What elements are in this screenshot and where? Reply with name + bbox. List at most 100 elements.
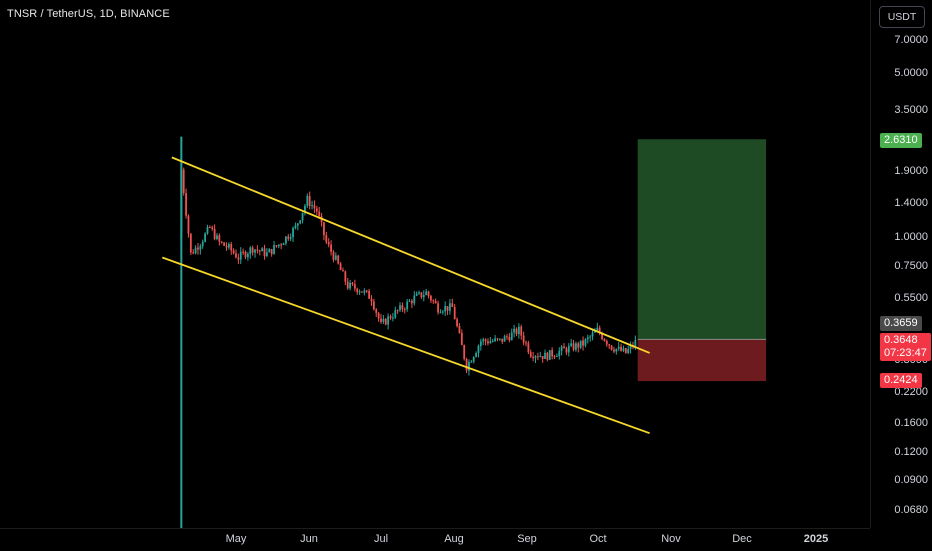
candle-body xyxy=(311,205,313,207)
candle-body xyxy=(299,220,302,224)
candle-body xyxy=(332,251,335,260)
candle-body xyxy=(406,301,409,310)
price-axis[interactable]: USDT 7.0000 5.0000 3.5000 1.9000 1.4000 … xyxy=(870,0,932,528)
candle-body xyxy=(603,339,606,341)
candle-body xyxy=(446,306,449,311)
candle-body xyxy=(197,247,199,250)
candle-body xyxy=(213,228,216,240)
candle-body xyxy=(337,255,340,264)
candle-body xyxy=(285,236,287,244)
candle-body xyxy=(304,205,306,213)
candle-body xyxy=(189,233,192,253)
candle-body xyxy=(308,196,311,206)
candle-body xyxy=(608,344,611,346)
target-price-badge: 2.6310 xyxy=(880,133,922,148)
price-tick: 1.0000 xyxy=(894,231,928,243)
candle-body xyxy=(536,356,539,358)
candle-body xyxy=(484,339,487,342)
candle-body xyxy=(601,333,603,340)
candle-body xyxy=(463,345,466,359)
price-tick: 3.5000 xyxy=(894,104,928,116)
candle-body xyxy=(418,292,420,294)
candle-body xyxy=(563,346,565,349)
candle-body xyxy=(439,312,442,314)
time-axis[interactable]: May Jun Jul Aug Sep Oct Nov Dec 2025 xyxy=(0,528,870,551)
candle-body xyxy=(294,225,297,229)
candle-body xyxy=(282,243,285,246)
candle-body xyxy=(396,310,399,312)
candle-body xyxy=(227,243,230,248)
candle-body xyxy=(560,346,563,351)
candle-body xyxy=(375,309,378,314)
time-tick: Nov xyxy=(661,533,681,545)
candle-body xyxy=(327,242,330,245)
chart-plot-area[interactable] xyxy=(0,0,870,528)
candle-body xyxy=(403,309,406,311)
candle-body xyxy=(594,330,596,333)
candle-body xyxy=(292,228,294,238)
candle-body xyxy=(356,288,359,293)
time-tick: Jun xyxy=(300,533,318,545)
candle-body xyxy=(456,319,458,327)
candle-body xyxy=(353,284,356,289)
candle-body xyxy=(475,353,477,358)
time-tick: Dec xyxy=(732,533,752,545)
candle-body xyxy=(339,263,342,271)
currency-unit-button[interactable]: USDT xyxy=(879,6,925,28)
candle-body xyxy=(529,352,532,357)
candle-body xyxy=(629,345,632,350)
time-tick: May xyxy=(225,533,247,545)
candle-body xyxy=(394,310,397,318)
candle-body xyxy=(370,298,373,302)
candle-body xyxy=(503,336,506,342)
candle-body xyxy=(444,306,447,312)
candle-body xyxy=(244,252,247,258)
candle-body xyxy=(422,295,425,298)
candle-body xyxy=(263,248,266,257)
candle-body xyxy=(532,356,535,359)
candle-body xyxy=(460,332,463,346)
candle-body xyxy=(313,205,316,209)
candle-body xyxy=(306,196,309,206)
candle-body xyxy=(351,282,354,285)
candle-body xyxy=(251,247,254,253)
candle-body xyxy=(232,250,235,254)
loss-zone xyxy=(637,339,767,382)
candle-body xyxy=(268,248,271,253)
candle-body xyxy=(539,356,542,358)
price-tick: 0.5500 xyxy=(894,292,928,304)
candle-body xyxy=(223,242,226,246)
candle-body xyxy=(246,253,249,258)
candle-body xyxy=(582,340,584,346)
candle-body xyxy=(501,338,504,342)
price-tick: 0.1200 xyxy=(894,446,928,458)
current-price-value: 0.3648 xyxy=(884,334,918,346)
candle-body xyxy=(477,346,480,354)
candle-body xyxy=(258,250,261,252)
candle-body xyxy=(372,301,375,310)
candle-body xyxy=(334,255,337,260)
candlestick-chart[interactable] xyxy=(0,0,870,528)
candle-body xyxy=(275,245,278,247)
candle-body xyxy=(301,212,304,221)
candle-body xyxy=(242,251,245,253)
candle-body xyxy=(270,248,273,254)
channel-upper-line xyxy=(171,156,650,354)
candle-body xyxy=(544,352,546,360)
candle-body xyxy=(380,318,382,322)
candle-body xyxy=(441,311,444,313)
candle-body xyxy=(627,349,630,354)
price-tick: 1.9000 xyxy=(894,165,928,177)
candle-body xyxy=(206,227,209,234)
candle-body xyxy=(377,313,380,319)
candle-body xyxy=(218,235,221,242)
candle-body xyxy=(408,300,411,302)
candle-body xyxy=(296,223,299,226)
candle-body xyxy=(254,249,256,253)
candle-body xyxy=(415,293,418,296)
candle-body xyxy=(411,300,413,304)
candle-body xyxy=(266,252,268,257)
candle-body xyxy=(613,349,615,352)
candle-body xyxy=(591,332,594,337)
candle-body xyxy=(586,337,589,340)
